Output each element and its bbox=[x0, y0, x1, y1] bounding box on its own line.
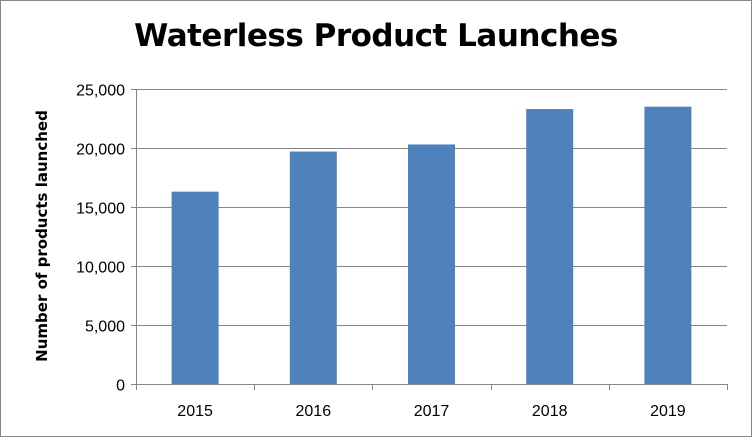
bar-2016 bbox=[289, 151, 337, 384]
y-tick-label: 15,000 bbox=[76, 201, 125, 218]
x-tick-label: 2017 bbox=[414, 403, 450, 420]
bar-2019 bbox=[644, 106, 692, 384]
bars bbox=[171, 106, 692, 384]
x-tick-labels: 2015 2016 2017 2018 2019 bbox=[177, 403, 685, 420]
y-tick-label: 0 bbox=[116, 378, 125, 395]
bar-2015 bbox=[171, 191, 219, 384]
y-tick-label: 20,000 bbox=[76, 142, 125, 159]
x-tick-label: 2018 bbox=[532, 403, 568, 420]
y-tick-labels: 0 5,000 10,000 15,000 20,000 25,000 bbox=[76, 83, 125, 395]
chart-title: Waterless Product Launches bbox=[134, 18, 618, 54]
bar-2018 bbox=[526, 109, 574, 384]
x-tick-label: 2015 bbox=[177, 403, 213, 420]
bar-2017 bbox=[408, 144, 455, 384]
y-tick-label: 5,000 bbox=[85, 319, 125, 336]
y-tick-label: 10,000 bbox=[76, 260, 125, 277]
x-tick-label: 2016 bbox=[296, 403, 332, 420]
x-tick-label: 2019 bbox=[650, 403, 686, 420]
y-tick-label: 25,000 bbox=[76, 83, 125, 100]
axes bbox=[131, 89, 728, 390]
